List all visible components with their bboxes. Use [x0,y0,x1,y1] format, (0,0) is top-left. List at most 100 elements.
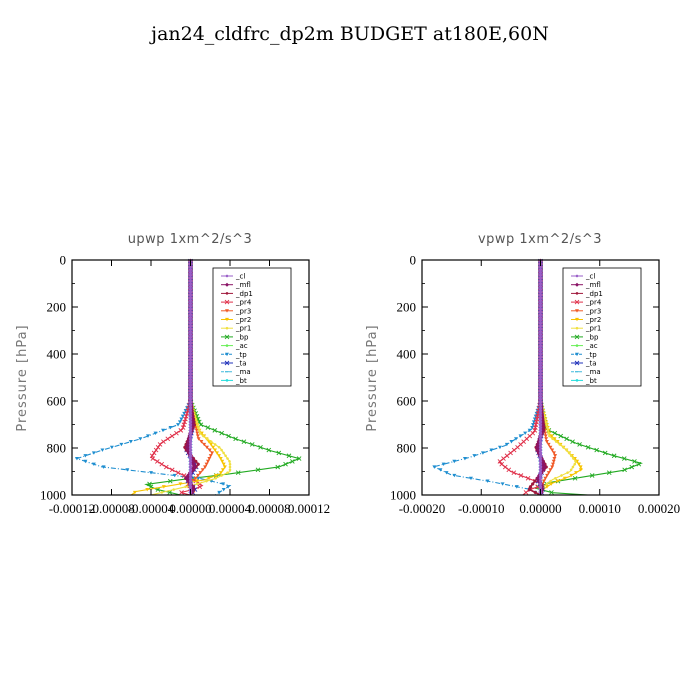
data-point-tp [513,437,518,441]
data-point-bp [621,456,627,461]
data-point-cl [538,400,543,404]
data-point-pr1 [547,431,550,435]
y-axis-label-upwp: Pressure [hPa] [15,324,30,431]
legend-item-pr4: _pr4 [571,299,602,307]
legend-label-pr3: _pr3 [585,307,601,315]
data-point-tp [527,428,532,433]
panel-title-upwp: upwp 1xm^2/s^3 [128,232,253,247]
data-point-tp [74,456,79,461]
data-point-tp [172,473,177,478]
data-point-pr1 [224,454,227,458]
data-point-pr3 [546,442,551,447]
data-point-cl [538,408,543,413]
data-point-cl [188,375,193,379]
data-point-cl [188,267,193,272]
data-point-pr1 [160,491,164,494]
data-point-pr3 [196,437,201,441]
data-point-cl [188,479,193,483]
x-tick-label: -0.00004 [128,501,175,516]
data-point-pr4 [165,436,171,442]
data-point-pr4 [499,461,505,467]
data-point-bp [570,439,575,444]
data-point-mfl [189,419,195,425]
data-point-cl [188,451,193,455]
x-tick-label: 0.00008 [248,501,290,516]
legend-item-ta: _ta [221,360,247,368]
data-point-pr2 [132,490,137,495]
data-point-pr3 [552,456,557,461]
data-point-pr1 [222,451,225,455]
data-point-cl [538,369,543,373]
data-point-cl [538,324,543,328]
legend-item-ac: _ac [221,342,248,350]
data-point-pr3 [195,434,200,438]
data-point-pr1 [558,443,562,446]
data-point-bp [589,473,595,478]
legend-label-pr4: _pr4 [585,299,602,307]
data-point-tp [452,473,457,478]
data-point-cl [538,428,543,433]
legend-item-pr1: _pr1 [221,325,251,333]
data-point-bp [249,442,255,447]
data-point-tp [441,462,446,467]
series-tp [432,259,543,496]
data-point-pr3 [210,451,215,455]
data-point-cl [188,403,193,407]
data-point-cl [538,465,543,469]
data-point-cl [538,329,543,334]
data-point-tp [500,482,505,486]
data-point-pr3 [204,445,209,450]
data-point-pr3 [194,428,199,433]
data-point-cl [538,468,543,472]
data-point-tp [530,425,535,430]
data-point-pr2 [214,451,219,455]
legend-item-cl: _cl [571,273,595,281]
tick-layer-vpwp: 0 200 400 600 800 1000-0.00020 -0.00010 0.00000… [390,253,680,517]
data-point-cl [188,366,193,371]
data-point-tp [489,448,494,452]
data-point-bp [296,456,302,461]
data-point-pr3 [548,445,553,450]
legend-label-tp: _tp [585,351,597,359]
data-point-dp1 [196,462,200,466]
series-cl [538,259,543,495]
data-point-cl [538,397,543,402]
data-point-cl [188,369,193,373]
data-point-cl [188,417,193,421]
data-point-pr3 [551,451,556,455]
data-point-cl [538,290,543,294]
legend-marker-bt [225,379,229,382]
legend-item-pr3: _pr3 [571,307,601,315]
y-tick-label: 200 [47,300,67,315]
data-point-bp [286,453,292,459]
data-point-pr2 [220,468,225,472]
data-point-tp [149,471,153,475]
data-point-cl [538,439,543,444]
data-point-dp1 [531,482,535,486]
data-point-cl [538,442,543,447]
legend-marker-mfl [225,282,229,287]
data-point-cl [538,341,543,345]
data-point-pr1 [545,423,548,427]
data-point-pr4 [183,413,189,419]
data-point-pr2 [211,445,216,450]
data-point-pr3 [546,471,551,475]
data-point-bp [585,444,591,450]
data-point-cl [538,386,543,390]
data-point-pr4 [508,450,513,456]
data-point-cl [188,394,193,399]
data-point-cl [538,451,543,455]
data-point-cl [188,420,193,424]
legend-item-pr2: _pr2 [221,316,251,324]
legend-label-bt: _bt [585,377,597,385]
data-point-cl [538,417,543,421]
data-point-pr1 [195,420,199,424]
data-point-cl [188,307,193,311]
data-point-bp [226,433,231,439]
data-point-pr3 [198,471,203,475]
data-point-pr2 [206,476,211,481]
data-point-cl [188,335,193,339]
x-tick-label: 0.00012 [288,501,330,516]
data-point-cl [188,482,193,486]
y-tick-label: 0 [410,253,417,268]
